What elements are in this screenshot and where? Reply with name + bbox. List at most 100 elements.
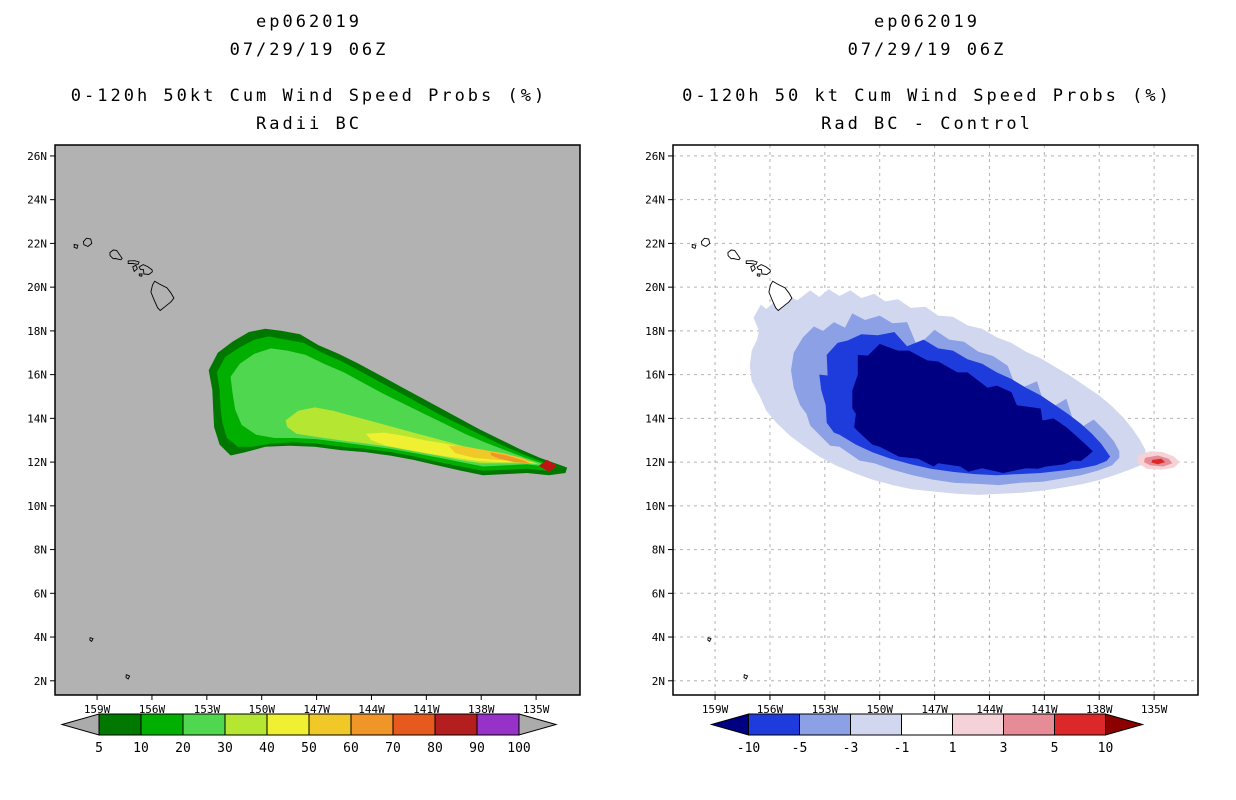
lon-tick-label: 141W bbox=[1031, 703, 1058, 716]
lon-tick-label: 144W bbox=[358, 703, 385, 716]
lat-tick-label: 10N bbox=[27, 500, 47, 513]
lat-tick-label: 12N bbox=[27, 456, 47, 469]
colorbar-under-arrow bbox=[709, 713, 749, 736]
colorbar-label: 60 bbox=[343, 741, 359, 756]
lon-tick-label: 147W bbox=[921, 703, 948, 716]
island-outline bbox=[700, 237, 711, 248]
colorbar-cell bbox=[1003, 713, 1055, 736]
colorbar-label: -1 bbox=[894, 741, 910, 756]
lat-tick-label: 26N bbox=[27, 150, 47, 163]
product-subtitle: Rad BC - Control bbox=[821, 114, 1033, 134]
contour-level-80 bbox=[538, 459, 558, 472]
island-outline bbox=[756, 264, 771, 275]
colorbar-cell bbox=[308, 713, 352, 736]
title-block-right: ep062019 07/29/19 06Z bbox=[618, 8, 1236, 64]
lat-tick-label: 8N bbox=[652, 544, 665, 557]
colorbar-cell bbox=[1054, 713, 1106, 736]
colorbar-cell bbox=[350, 713, 394, 736]
colorbar-cell bbox=[901, 713, 953, 736]
lat-tick-label: 6N bbox=[34, 587, 47, 600]
lat-tick-label: 18N bbox=[645, 325, 665, 338]
colorbar-cell bbox=[140, 713, 184, 736]
island-outline bbox=[127, 260, 140, 265]
colorbar-cell bbox=[182, 713, 226, 736]
contour-level--10 bbox=[852, 344, 1093, 473]
colorbar-cell bbox=[224, 713, 268, 736]
colorbar-label: 100 bbox=[507, 741, 530, 756]
product-title: 0-120h 50 kt Cum Wind Speed Probs (%) bbox=[682, 86, 1172, 106]
colorbar-radii-bc: 5 10 20 30 40 50 60 70 80 90 100 bbox=[60, 713, 558, 756]
colorbar-label: 1 bbox=[949, 741, 957, 756]
lon-tick-label: 156W bbox=[139, 703, 166, 716]
lat-tick-label: 10N bbox=[645, 500, 665, 513]
lat-tick-label: 8N bbox=[34, 544, 47, 557]
lat-tick-label: 20N bbox=[645, 281, 665, 294]
colorbar-cell bbox=[799, 713, 851, 736]
colorbar-label: 5 bbox=[1051, 741, 1059, 756]
lon-tick-label: 135W bbox=[523, 703, 550, 716]
lat-tick-label: 6N bbox=[652, 587, 665, 600]
colorbar-label: 70 bbox=[385, 741, 401, 756]
colorbar-cell bbox=[850, 713, 902, 736]
colorbar-label: -5 bbox=[792, 741, 808, 756]
colorbar-label: 10 bbox=[1098, 741, 1114, 756]
lon-tick-label: 147W bbox=[303, 703, 330, 716]
lon-tick-label: 138W bbox=[468, 703, 495, 716]
colorbar-under-arrow bbox=[60, 713, 100, 736]
island-outline bbox=[768, 280, 793, 312]
lon-tick-label: 153W bbox=[812, 703, 839, 716]
lat-tick-label: 4N bbox=[652, 631, 665, 644]
lon-tick-label: 159W bbox=[702, 703, 729, 716]
colorbar-label: -10 bbox=[737, 741, 760, 756]
init-time: 07/29/19 06Z bbox=[229, 40, 389, 60]
island-outline bbox=[756, 273, 761, 277]
colorbar-cell bbox=[434, 713, 478, 736]
subtitle-block-right: 0-120h 50 kt Cum Wind Speed Probs (%) Ra… bbox=[618, 82, 1236, 138]
lat-tick-label: 14N bbox=[27, 412, 47, 425]
lat-tick-label: 18N bbox=[27, 325, 47, 338]
map-frame bbox=[672, 144, 1199, 696]
island-outline bbox=[138, 264, 153, 275]
lon-tick-label: 153W bbox=[194, 703, 221, 716]
colorbar-rad-bc-minus-control: -10 -5 -3 -1 1 3 5 10 bbox=[709, 713, 1145, 756]
colorbar-label: 3 bbox=[1000, 741, 1008, 756]
lat-tick-label: 22N bbox=[27, 237, 47, 250]
island-outline bbox=[109, 249, 123, 261]
island-outline bbox=[691, 243, 697, 250]
lon-tick-label: 150W bbox=[248, 703, 275, 716]
lat-tick-label: 26N bbox=[645, 150, 665, 163]
storm-id: ep062019 bbox=[256, 12, 362, 32]
colorbar-cell bbox=[266, 713, 310, 736]
colorbar-over-arrow bbox=[1105, 713, 1145, 736]
lon-tick-label: 156W bbox=[757, 703, 784, 716]
lat-tick-label: 2N bbox=[652, 675, 665, 688]
island-outline bbox=[150, 280, 175, 312]
init-time: 07/29/19 06Z bbox=[847, 40, 1007, 60]
island-outline bbox=[89, 637, 94, 643]
lon-tick-label: 135W bbox=[1141, 703, 1168, 716]
island-outline bbox=[750, 264, 756, 273]
island-outline bbox=[743, 674, 749, 680]
island-outline bbox=[132, 264, 138, 273]
island-outline bbox=[745, 260, 758, 265]
colorbar-cell bbox=[952, 713, 1004, 736]
colorbar-cell bbox=[392, 713, 436, 736]
panel-radii-bc: ep062019 07/29/19 06Z 0-120h 50kt Cum Wi… bbox=[27, 12, 581, 756]
contour-level-20 bbox=[230, 348, 546, 467]
colorbar-label: 90 bbox=[469, 741, 485, 756]
storm-id: ep062019 bbox=[874, 12, 980, 32]
lat-tick-label: 14N bbox=[645, 412, 665, 425]
island-outline bbox=[727, 249, 741, 261]
colorbar-label: 10 bbox=[133, 741, 149, 756]
colorbar-label: 20 bbox=[175, 741, 191, 756]
lat-tick-label: 24N bbox=[27, 194, 47, 207]
lat-tick-label: 12N bbox=[645, 456, 665, 469]
colorbar-label: 50 bbox=[301, 741, 317, 756]
lat-tick-label: 4N bbox=[34, 631, 47, 644]
colorbar-label: 5 bbox=[95, 741, 103, 756]
map-rad-bc-minus-control: 159W 156W 153W 150W 147W 144W 141W 138W 135W 2N 4N… bbox=[645, 144, 1199, 716]
colorbar-label: 40 bbox=[259, 741, 275, 756]
island-outline bbox=[138, 273, 143, 277]
lon-tick-label: 144W bbox=[976, 703, 1003, 716]
colorbar-label: -3 bbox=[843, 741, 859, 756]
